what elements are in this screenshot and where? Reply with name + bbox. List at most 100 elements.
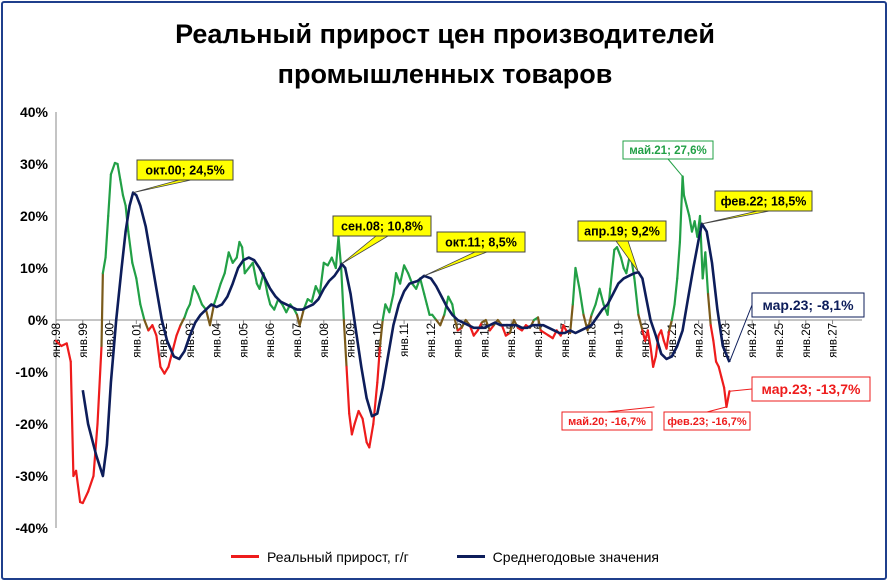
- real-growth-segment: [281, 303, 288, 314]
- x-tick-label: янв.99: [78, 323, 90, 358]
- real-growth-segment: [378, 318, 384, 348]
- real-growth-segment: [208, 303, 216, 327]
- callout-label: май.21; 27,6%: [629, 145, 706, 157]
- real-growth-segment: [131, 261, 138, 280]
- x-tick-label: янв.07: [292, 323, 304, 358]
- callout-pointer: [606, 406, 655, 413]
- y-tick-label: 10%: [20, 260, 49, 276]
- real-growth-segment: [725, 390, 731, 408]
- real-growth-segment: [676, 240, 682, 280]
- real-growth-segment: [368, 422, 375, 449]
- real-growth-segment: [155, 334, 162, 368]
- real-growth-segment: [720, 376, 726, 389]
- legend-label-real-growth: Реальный прирост, г/г: [267, 548, 409, 565]
- real-growth-segment: [350, 422, 356, 436]
- x-tick-label: янв.25: [774, 323, 786, 358]
- real-growth-segment: [398, 264, 406, 285]
- real-growth-segment: [637, 313, 644, 332]
- real-growth-segment: [361, 417, 368, 444]
- real-growth-segment: [673, 277, 679, 306]
- real-growth-segment: [204, 308, 212, 327]
- y-tick-label: -20%: [15, 416, 48, 432]
- chart-title: Реальный прирост цен производителей пром…: [0, 14, 890, 94]
- real-growth-segment: [298, 308, 305, 327]
- real-growth-segment: [357, 409, 364, 420]
- real-growth-segment: [65, 342, 72, 363]
- real-growth-segment: [188, 285, 196, 306]
- legend-item-real-growth: Реальный прирост, г/г: [231, 549, 409, 565]
- real-growth-segment: [345, 365, 351, 415]
- real-growth-segment: [127, 230, 134, 264]
- real-growth-segment: [646, 329, 652, 348]
- callout-pointer: [341, 235, 390, 265]
- x-tick-label: янв.14: [479, 322, 491, 357]
- real-growth-segment: [376, 344, 382, 384]
- real-growth-segment: [574, 266, 581, 290]
- callout-label: фев.23; -16,7%: [667, 416, 746, 428]
- callout-label: мар.23; -13,7%: [762, 381, 861, 397]
- chart-title-text: Реальный прирост цен производителей пром…: [175, 19, 715, 89]
- real-growth-segment: [74, 469, 82, 504]
- real-growth-segment: [388, 292, 395, 314]
- real-growth-segment: [670, 303, 676, 322]
- real-growth-segment: [235, 240, 241, 259]
- real-growth-segment: [192, 285, 200, 296]
- callout-box: [561, 411, 653, 431]
- real-growth-segment: [660, 329, 665, 342]
- x-tick-label: янв.27: [828, 323, 840, 358]
- x-tick-label: янв.26: [801, 323, 813, 358]
- x-tick-label: янв.06: [265, 323, 277, 358]
- y-tick-label: -40%: [15, 520, 48, 536]
- average-line: [81, 191, 731, 478]
- callout-pointer: [424, 251, 488, 277]
- real-growth-segment: [403, 264, 410, 275]
- real-growth-segment: [453, 318, 459, 332]
- callout-pointer: [729, 388, 753, 392]
- legend-swatch-navy: [456, 555, 485, 558]
- real-growth-segment: [212, 295, 218, 306]
- callout-box: [663, 411, 751, 431]
- real-growth-segment: [381, 303, 387, 322]
- real-growth-segment: [87, 474, 95, 493]
- real-growth-segment: [372, 381, 379, 426]
- real-growth-segment: [704, 251, 710, 296]
- callout-pointer: [667, 158, 683, 177]
- real-growth-segment: [116, 162, 122, 181]
- real-growth-segment: [163, 365, 170, 375]
- y-tick-label: -10%: [15, 364, 48, 380]
- real-growth-segment: [81, 490, 90, 505]
- real-growth-segment: [392, 272, 398, 296]
- real-growth-segment: [649, 344, 655, 368]
- real-growth-segment: [439, 313, 446, 327]
- real-growth-segment: [310, 285, 317, 303]
- real-growth-segment: [578, 287, 585, 316]
- callout-box: [751, 292, 865, 318]
- callout-pointer: [706, 406, 727, 413]
- real-growth-segment: [251, 261, 258, 285]
- real-growth-segment: [712, 339, 718, 363]
- callout-label: май.20; -16,7%: [568, 416, 646, 428]
- real-growth-segment: [318, 261, 325, 296]
- real-growth-segment: [678, 175, 684, 244]
- real-growth-segment: [425, 303, 431, 316]
- real-growth-segment: [104, 214, 110, 259]
- real-growth-segment: [447, 295, 454, 306]
- real-growth-segment: [633, 277, 640, 316]
- real-growth-segment: [569, 303, 574, 335]
- real-growth-segment: [151, 324, 158, 337]
- real-growth-segment: [121, 194, 127, 207]
- x-tick-label: янв.02: [158, 323, 170, 358]
- callout-label: сен.08; 10,8%: [341, 220, 423, 234]
- real-growth-segment: [665, 329, 671, 350]
- real-growth-segment: [196, 292, 204, 306]
- real-growth-segment: [100, 272, 104, 348]
- real-growth-segment: [101, 256, 107, 275]
- callout-box: [436, 231, 526, 253]
- callout-pointer: [728, 304, 753, 363]
- real-growth-segment: [682, 194, 688, 207]
- real-growth-segment: [348, 412, 353, 436]
- callout-label: мар.23; -8,1%: [762, 297, 854, 313]
- real-growth-segment: [500, 324, 507, 337]
- x-tick-label: янв.24: [747, 322, 759, 357]
